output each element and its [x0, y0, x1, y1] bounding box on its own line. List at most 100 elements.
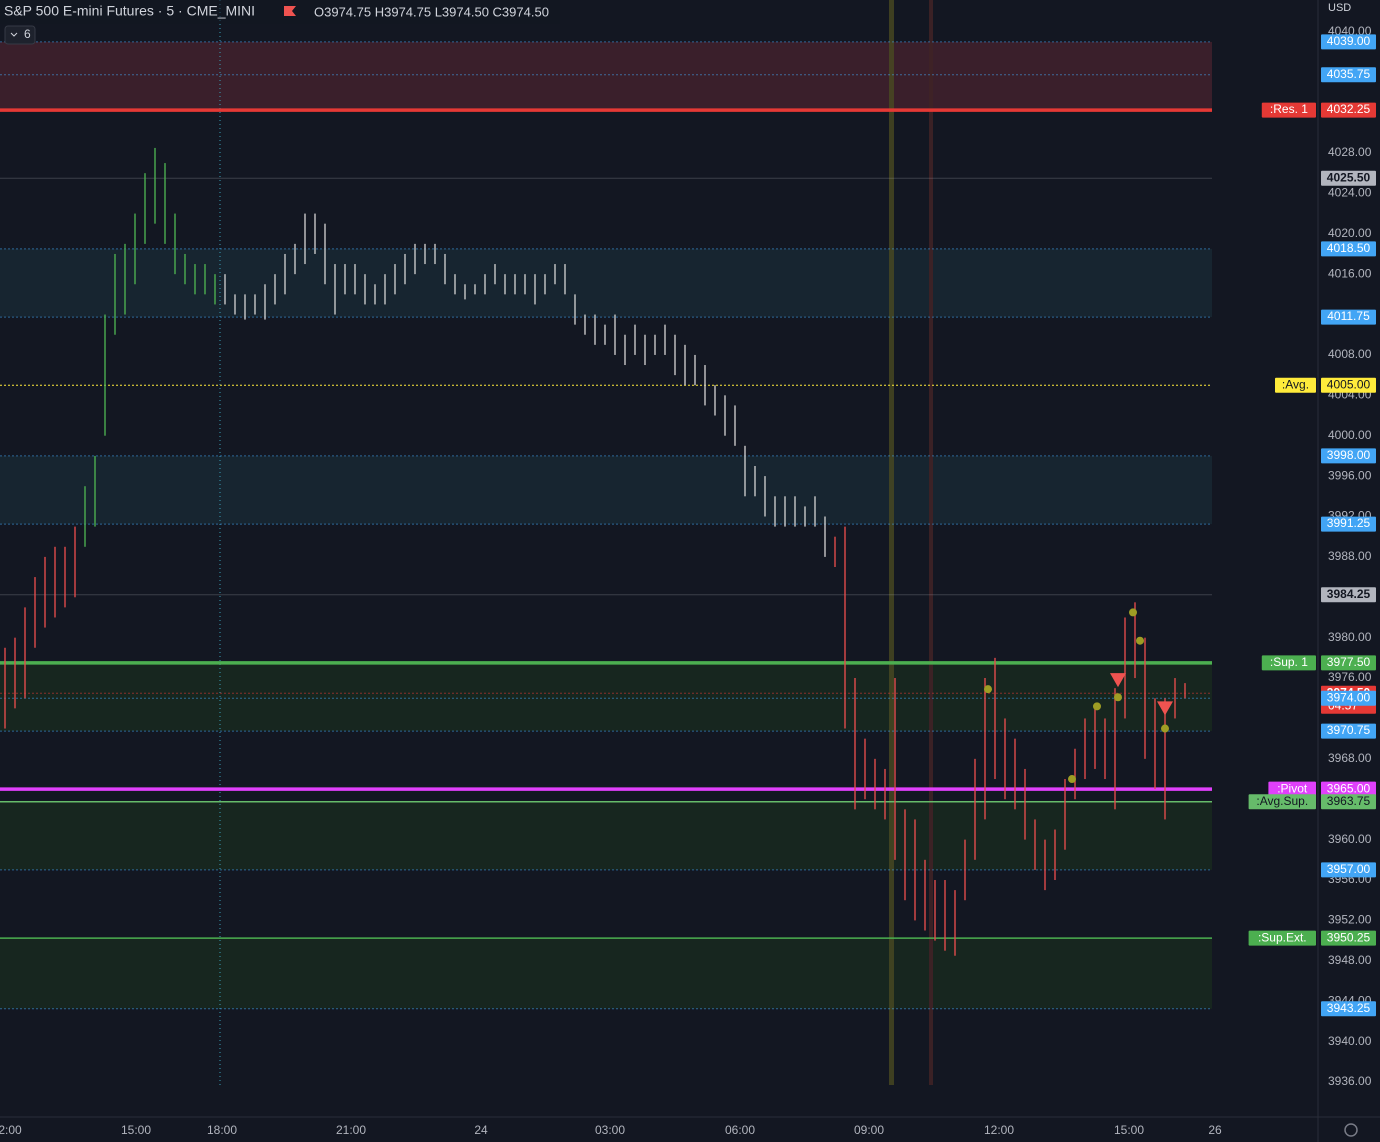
- indicator-count: 6: [24, 27, 31, 41]
- price-badge-label: 3965.00: [1327, 781, 1371, 795]
- price-badge: [1321, 67, 1376, 83]
- y-tick-label: 3988.00: [1328, 549, 1372, 563]
- x-tick-label: 09:00: [854, 1123, 884, 1137]
- price-badge: [1321, 170, 1376, 186]
- chart-title: S&P 500 E-mini Futures · 5 · CME_MINI: [4, 3, 255, 19]
- level-tag: [1248, 930, 1316, 946]
- zone: [0, 41, 1212, 111]
- session-line: [889, 0, 894, 1085]
- y-tick-label: 3952.00: [1328, 913, 1372, 927]
- price-badge-label: 3974.00: [1327, 690, 1371, 704]
- level-tag: [1268, 781, 1316, 797]
- signal-dot: [1161, 724, 1169, 733]
- indicators-toggle[interactable]: [4, 25, 36, 45]
- x-tick-label: 12:00: [984, 1123, 1014, 1137]
- x-tick-label: 2:00: [0, 1123, 22, 1137]
- price-badge: [1321, 448, 1376, 464]
- price-badge-label: 4005.00: [1327, 377, 1371, 391]
- price-badge-label: 4032.25: [1327, 102, 1371, 116]
- price-badge-label: 4039.00: [1327, 34, 1371, 48]
- price-badge: [1321, 309, 1376, 325]
- zone: [0, 801, 1212, 870]
- y-tick-label: 4008.00: [1328, 347, 1372, 361]
- price-badge: [1321, 587, 1376, 603]
- y-tick-label: 4020.00: [1328, 226, 1372, 240]
- price-badge: [1321, 862, 1376, 878]
- price-badge-label: 3977.50: [1327, 655, 1371, 669]
- zone: [0, 455, 1212, 525]
- y-tick-label: 3996.00: [1328, 468, 1372, 482]
- level-tag-label: :Sup.Ext.: [1258, 930, 1307, 944]
- x-tick-label: 03:00: [595, 1123, 625, 1137]
- price-badge-label: 3991.25: [1327, 516, 1371, 530]
- signal-dot: [1129, 608, 1137, 617]
- y-tick-label: 4016.00: [1328, 266, 1372, 280]
- y-tick-label: 3968.00: [1328, 751, 1372, 765]
- settings-icon[interactable]: [1344, 1123, 1358, 1137]
- price-badge: [1321, 794, 1376, 810]
- x-tick-label: 18:00: [207, 1123, 237, 1137]
- y-tick-label: 3936.00: [1328, 1074, 1372, 1088]
- y-tick-label: 4024.00: [1328, 186, 1372, 200]
- price-badge-label: 3950.25: [1327, 930, 1371, 944]
- price-badge-label: 3970.75: [1327, 723, 1371, 737]
- level-tag: [1261, 655, 1316, 671]
- y-axis: 4040.004028.004024.004020.004016.004008.…: [1328, 24, 1372, 1088]
- price-badge: [1321, 781, 1376, 797]
- y-tick-label: 3980.00: [1328, 630, 1372, 644]
- y-tick-label: 4000.00: [1328, 428, 1372, 442]
- signal-dot: [1136, 636, 1144, 645]
- price-badge-label: 3998.00: [1327, 448, 1371, 462]
- zone: [0, 662, 1212, 732]
- flag-icon[interactable]: [284, 6, 296, 16]
- price-badge-label: 3984.25: [1327, 587, 1371, 601]
- x-tick-label: 06:00: [725, 1123, 755, 1137]
- level-tag-label: :Avg.Sup.: [1256, 794, 1308, 808]
- x-tick-label: 15:00: [121, 1123, 151, 1137]
- level-tag-label: :Res. 1: [1270, 102, 1308, 116]
- price-badge: [1321, 930, 1376, 946]
- y-tick-label: 3940.00: [1328, 1034, 1372, 1048]
- zone: [0, 938, 1212, 1009]
- price-badge: [1321, 34, 1376, 50]
- zone: [0, 248, 1212, 318]
- x-tick-label: 21:00: [336, 1123, 366, 1137]
- price-badge: [1321, 241, 1376, 257]
- price-badge: [1321, 655, 1376, 671]
- price-badge: [1321, 723, 1376, 739]
- session-line: [929, 0, 933, 1085]
- price-badge-label: 4011.75: [1327, 309, 1370, 323]
- level-tag-label: :Avg.: [1282, 377, 1309, 391]
- x-tick-label: 26: [1208, 1123, 1222, 1137]
- x-tick-label: 15:00: [1114, 1123, 1144, 1137]
- bars: [4, 147, 1186, 956]
- price-badge-label: 3963.75: [1327, 794, 1371, 808]
- signal-dot: [1068, 775, 1076, 784]
- price-badge-label: 3943.25: [1327, 1001, 1371, 1015]
- price-badge: [1321, 1001, 1376, 1017]
- y-tick-label: 3960.00: [1328, 832, 1372, 846]
- zones: [0, 41, 1212, 1009]
- price-badge: [1321, 377, 1376, 393]
- level-tag: [1275, 377, 1316, 393]
- x-tick-label: 24: [474, 1123, 488, 1137]
- x-axis: 2:00 15:00 18:00 21:00 24 03:00 06:00 09:00 12:0…: [0, 1123, 1222, 1137]
- signals: [984, 608, 1173, 784]
- price-badge-label: 3957.00: [1327, 862, 1371, 876]
- signal-dot: [1114, 693, 1122, 702]
- price-badge-label: 4018.50: [1327, 241, 1371, 255]
- level-tag: [1248, 794, 1316, 810]
- chevron-icon: [10, 32, 18, 37]
- levels: [0, 41, 1212, 1010]
- level-tag: [1261, 102, 1316, 118]
- signal-triangle: [1157, 701, 1173, 716]
- price-badge-label: 4025.50: [1327, 170, 1371, 184]
- price-badge: [1321, 516, 1376, 532]
- header-bg: [0, 0, 560, 24]
- currency[interactable]: USD: [1328, 2, 1351, 14]
- signal-dot: [984, 685, 992, 694]
- y-tick-label: 4028.00: [1328, 145, 1372, 159]
- level-tag-label: :Sup. 1: [1270, 655, 1308, 669]
- y-tick-label: 3948.00: [1328, 953, 1372, 967]
